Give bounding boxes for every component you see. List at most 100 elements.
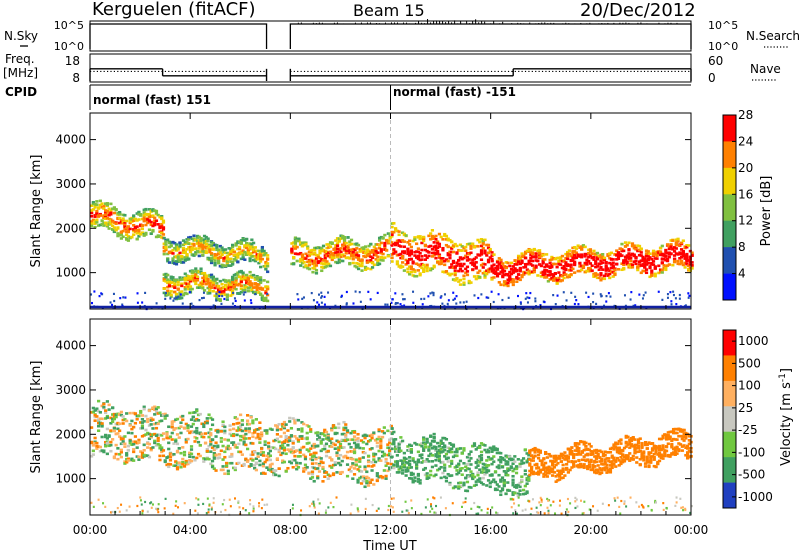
power-echo-cell	[209, 307, 212, 310]
velocity-echo-cell	[488, 474, 492, 477]
power-echo-cell	[307, 267, 312, 271]
velocity-echo-cell	[112, 426, 116, 430]
power-echo-cell	[602, 277, 607, 281]
power-echo-cell	[599, 256, 603, 259]
velocity-echo-cell	[506, 489, 510, 492]
power-echo-cell	[222, 278, 226, 282]
power-echo-cell	[639, 264, 643, 267]
velocity-echo-cell	[514, 465, 519, 468]
power-echo-cell	[209, 280, 214, 284]
power-echo-cell	[112, 211, 116, 215]
velocity-echo-cell	[207, 457, 211, 461]
power-echo-cell	[638, 293, 641, 296]
power-echo-cell	[250, 255, 254, 258]
power-echo-cell	[494, 272, 498, 276]
power-echo-cell	[109, 219, 113, 222]
velocity-echo-cell	[207, 431, 211, 435]
velocity-echo-cell	[139, 450, 143, 453]
power-echo-cell	[421, 303, 424, 306]
velocity-echo-cell	[439, 447, 443, 451]
power-echo-cell	[522, 270, 526, 274]
power-echo-cell	[408, 272, 412, 276]
velocity-echo-cell	[377, 449, 381, 453]
power-echo-cell	[304, 242, 308, 246]
power-echo-cell	[250, 238, 254, 242]
power-echo-cell	[262, 249, 266, 253]
velocity-echo-cell	[561, 476, 565, 480]
power-echo-cell	[448, 238, 452, 242]
power-echo-cell	[384, 239, 389, 242]
velocity-echo-cell	[380, 475, 385, 479]
velocity-echo-cell	[128, 439, 132, 443]
velocity-echo-cell	[282, 420, 287, 424]
power-echo-cell	[206, 237, 210, 241]
power-echo-cell	[399, 303, 402, 306]
power-echo-cell	[480, 293, 483, 296]
velocity-echo-cell	[198, 454, 202, 458]
power-echo-cell	[676, 262, 680, 266]
power-echo-cell	[354, 290, 357, 293]
power-echo-cell	[446, 253, 450, 257]
velocity-echo-cell	[370, 436, 374, 440]
power-echo-cell	[98, 214, 102, 217]
power-echo-cell	[245, 281, 249, 285]
velocity-echo-cell	[476, 446, 480, 449]
power-echo-cell	[334, 248, 338, 252]
power-echo-cell	[427, 245, 431, 248]
power-echo-cell	[569, 266, 573, 269]
velocity-echo-cell	[513, 485, 517, 489]
velocity-echo-cell	[163, 459, 167, 462]
freq-series	[89, 68, 692, 81]
velocity-echo-cell	[223, 429, 227, 433]
power-echo-cell	[345, 303, 348, 306]
power-echo-cell	[230, 243, 235, 247]
velocity-echo-cell	[333, 432, 337, 436]
velocity-echo-cell	[291, 417, 295, 420]
power-echo-cell	[429, 232, 433, 235]
power-echo-cell	[236, 247, 240, 251]
velocity-echo-cell	[240, 453, 244, 456]
velocity-echo-cell	[368, 481, 372, 484]
station-title: Kerguelen (fitACF)	[92, 0, 256, 20]
power-echo-cell	[342, 247, 347, 251]
velocity-echo-cell	[324, 471, 329, 474]
velocity-echo-cell	[246, 414, 250, 417]
velocity-echo-cell	[135, 417, 139, 421]
velocity-echo-cell	[356, 468, 360, 471]
velocity-echo-cell	[455, 454, 459, 458]
velocity-echo-cell	[267, 455, 271, 459]
power-echo-cell	[450, 265, 454, 269]
power-echo-cell	[337, 253, 341, 256]
power-echo-cell	[243, 278, 247, 281]
power-echo-cell	[162, 279, 166, 282]
power-echo-cell	[257, 279, 261, 283]
velocity-echo-cell	[310, 458, 315, 462]
power-echo-cell	[401, 250, 405, 253]
power-echo-cell	[472, 275, 477, 278]
power-echo-cell	[218, 293, 222, 296]
power-echo-cell	[293, 242, 298, 245]
power-echo-cell	[144, 218, 148, 222]
power-echo-cell	[592, 255, 596, 259]
power-echo-cell	[390, 244, 394, 247]
power-echo-cell	[604, 262, 608, 265]
power-echo-cell	[465, 243, 470, 246]
power-echo-cell	[552, 275, 556, 279]
velocity-echo-cell	[174, 438, 178, 442]
power-echo-cell	[386, 239, 390, 243]
velocity-echo-cell	[559, 454, 563, 458]
velocity-echo-cell	[547, 468, 551, 472]
power-echo-cell	[583, 270, 587, 274]
power-echo-cell	[609, 251, 614, 255]
velocity-echo-cell	[246, 419, 250, 423]
velocity-echo-cell	[328, 464, 332, 468]
power-echo-cell	[399, 264, 403, 268]
velocity-echo-cell	[387, 452, 392, 455]
power-echo-cell	[363, 245, 368, 248]
velocity-echo-cell	[300, 430, 304, 433]
power-echo-cell	[409, 267, 413, 271]
velocity-echo-cell	[323, 428, 327, 432]
power-echo-cell	[465, 259, 470, 262]
velocity-echo-cell	[504, 473, 508, 477]
velocity-echo-cell	[485, 464, 489, 468]
